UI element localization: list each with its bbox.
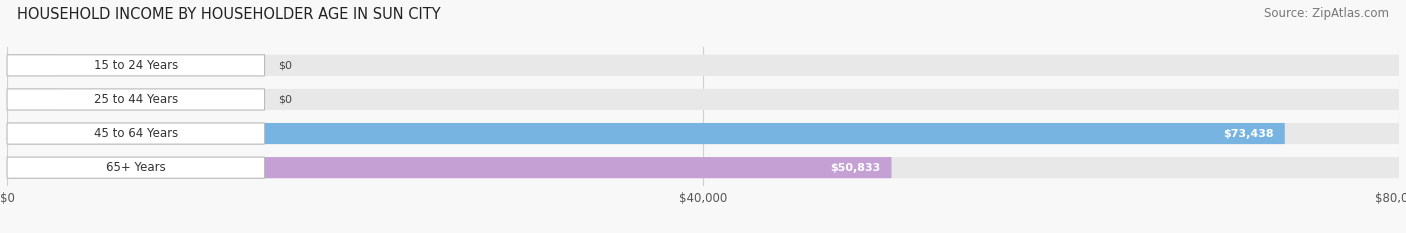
Text: 15 to 24 Years: 15 to 24 Years	[94, 59, 179, 72]
FancyBboxPatch shape	[7, 123, 1285, 144]
Text: $73,438: $73,438	[1223, 129, 1274, 139]
FancyBboxPatch shape	[7, 89, 1399, 110]
FancyBboxPatch shape	[7, 89, 60, 110]
FancyBboxPatch shape	[7, 157, 264, 178]
FancyBboxPatch shape	[7, 123, 1399, 144]
Text: Source: ZipAtlas.com: Source: ZipAtlas.com	[1264, 7, 1389, 20]
FancyBboxPatch shape	[7, 89, 264, 110]
FancyBboxPatch shape	[7, 157, 891, 178]
Text: 45 to 64 Years: 45 to 64 Years	[94, 127, 179, 140]
Text: $50,833: $50,833	[830, 163, 880, 173]
FancyBboxPatch shape	[7, 157, 1399, 178]
Text: 65+ Years: 65+ Years	[105, 161, 166, 174]
Text: $0: $0	[278, 94, 292, 104]
Text: 25 to 44 Years: 25 to 44 Years	[94, 93, 179, 106]
Text: $0: $0	[278, 60, 292, 70]
Text: HOUSEHOLD INCOME BY HOUSEHOLDER AGE IN SUN CITY: HOUSEHOLD INCOME BY HOUSEHOLDER AGE IN S…	[17, 7, 440, 22]
FancyBboxPatch shape	[7, 55, 264, 76]
FancyBboxPatch shape	[7, 55, 60, 76]
FancyBboxPatch shape	[7, 123, 264, 144]
FancyBboxPatch shape	[7, 55, 1399, 76]
